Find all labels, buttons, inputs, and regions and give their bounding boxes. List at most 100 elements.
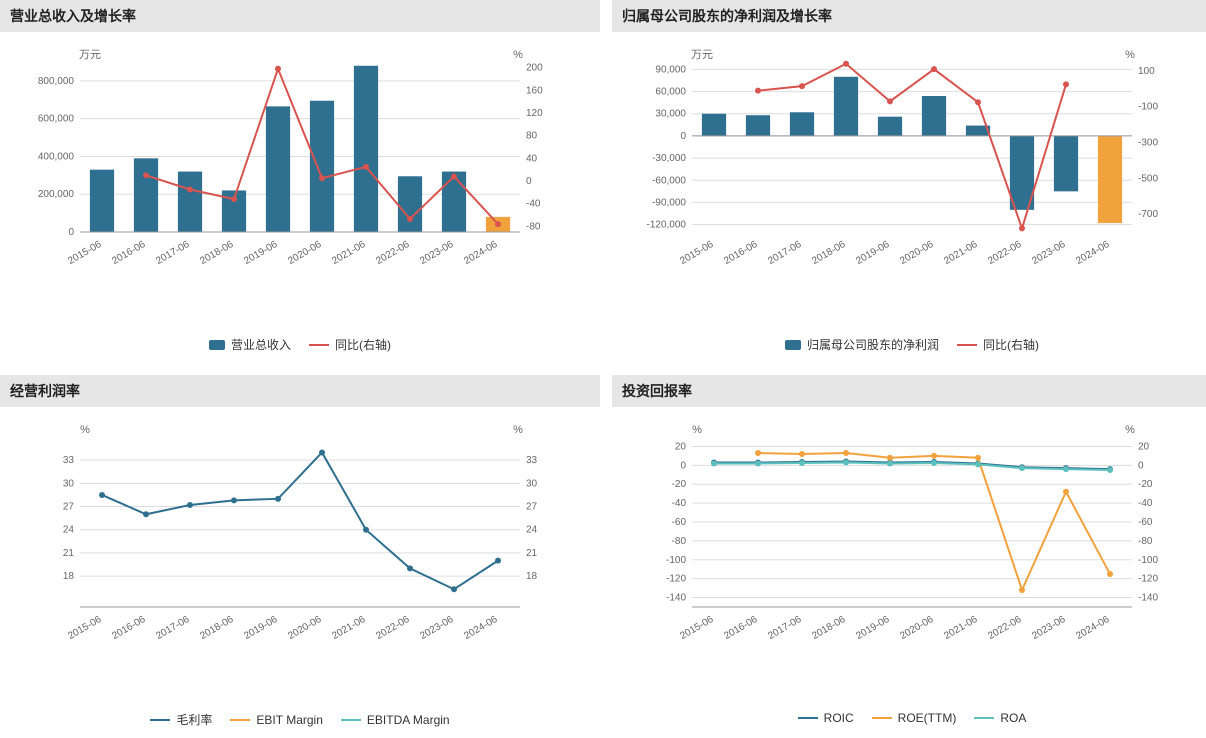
legend-revenue-line-label: 同比(右轴) xyxy=(335,336,391,353)
legend-returns-0-label: ROIC xyxy=(824,711,854,725)
svg-text:200,000: 200,000 xyxy=(38,189,75,200)
netprofit-chart: -120,000-90,000-60,000-30,000030,00060,0… xyxy=(612,32,1206,332)
svg-text:2019-06: 2019-06 xyxy=(242,614,280,642)
svg-text:21: 21 xyxy=(63,548,75,559)
swatch-bar-icon xyxy=(785,340,801,350)
svg-text:2015-06: 2015-06 xyxy=(66,239,104,267)
svg-text:-40: -40 xyxy=(526,199,541,210)
svg-text:-140: -140 xyxy=(666,593,686,604)
svg-text:24: 24 xyxy=(63,525,75,536)
svg-text:%: % xyxy=(1125,49,1135,61)
svg-text:2018-06: 2018-06 xyxy=(198,239,236,267)
legend-returns-2: ROA xyxy=(974,711,1026,725)
swatch-line-icon xyxy=(872,717,892,719)
svg-text:21: 21 xyxy=(526,548,538,559)
svg-text:2022-06: 2022-06 xyxy=(986,614,1024,642)
svg-text:2015-06: 2015-06 xyxy=(66,614,104,642)
svg-text:60,000: 60,000 xyxy=(655,87,686,98)
legend-margins-0-label: 毛利率 xyxy=(176,711,212,728)
panel-netprofit: 归属母公司股东的净利润及增长率 -120,000 -90,000 -60,000 -3… xyxy=(612,0,1206,363)
svg-text:27: 27 xyxy=(63,502,75,513)
panel-revenue: 营业总收入及增长率 0200,000400,000600,000800,000-… xyxy=(0,0,600,363)
svg-text:-30,000: -30,000 xyxy=(652,153,686,164)
svg-text:30: 30 xyxy=(526,478,538,489)
svg-text:2024-06: 2024-06 xyxy=(462,239,500,267)
svg-text:2023-06: 2023-06 xyxy=(418,614,456,642)
svg-text:90,000: 90,000 xyxy=(655,64,686,75)
svg-text:2021-06: 2021-06 xyxy=(942,239,980,267)
svg-text:40: 40 xyxy=(526,153,538,164)
svg-text:2021-06: 2021-06 xyxy=(330,614,368,642)
svg-text:2016-06: 2016-06 xyxy=(722,614,760,642)
margins-legend: 毛利率 EBIT Margin EBITDA Margin xyxy=(0,707,600,738)
legend-returns-0: ROIC xyxy=(798,711,854,725)
svg-text:2021-06: 2021-06 xyxy=(942,614,980,642)
svg-text:-60,000: -60,000 xyxy=(652,175,686,186)
svg-text:-100: -100 xyxy=(666,555,686,566)
svg-text:-90,000: -90,000 xyxy=(652,197,686,208)
revenue-legend: 营业总收入 同比(右轴) xyxy=(0,332,600,363)
legend-margins-0: 毛利率 xyxy=(150,711,212,728)
legend-netprofit-line: 同比(右轴) xyxy=(957,336,1039,353)
svg-text:-60: -60 xyxy=(1138,517,1153,528)
svg-text:0: 0 xyxy=(526,176,532,187)
svg-text:600,000: 600,000 xyxy=(38,114,75,125)
svg-text:2024-06: 2024-06 xyxy=(1074,614,1112,642)
svg-text:33: 33 xyxy=(526,455,538,466)
svg-text:万元: 万元 xyxy=(691,49,713,61)
svg-text:20: 20 xyxy=(675,441,687,452)
swatch-line-icon xyxy=(974,717,994,719)
svg-text:-80: -80 xyxy=(672,536,687,547)
svg-text:-20: -20 xyxy=(1138,479,1153,490)
returns-chart: -140-120-100-80-60-40-20020-140-120-100-… xyxy=(612,407,1206,707)
svg-text:200: 200 xyxy=(526,63,543,74)
svg-text:2020-06: 2020-06 xyxy=(286,614,324,642)
svg-text:-300: -300 xyxy=(1138,138,1158,149)
legend-returns-1: ROE(TTM) xyxy=(872,711,957,725)
svg-text:2017-06: 2017-06 xyxy=(766,239,804,267)
svg-text:2018-06: 2018-06 xyxy=(810,239,848,267)
svg-text:2017-06: 2017-06 xyxy=(154,614,192,642)
svg-text:33: 33 xyxy=(63,455,75,466)
svg-text:100: 100 xyxy=(1138,66,1155,77)
svg-text:400,000: 400,000 xyxy=(38,151,75,162)
legend-margins-1: EBIT Margin xyxy=(230,711,322,728)
legend-returns-1-label: ROE(TTM) xyxy=(898,711,957,725)
panel-netprofit-title: 归属母公司股东的净利润及增长率 xyxy=(612,0,1206,32)
svg-text:18: 18 xyxy=(63,571,75,582)
legend-revenue-bars-label: 营业总收入 xyxy=(231,336,291,353)
svg-text:2016-06: 2016-06 xyxy=(110,614,148,642)
svg-text:-500: -500 xyxy=(1138,173,1158,184)
svg-text:2017-06: 2017-06 xyxy=(766,614,804,642)
svg-text:120: 120 xyxy=(526,108,543,119)
swatch-line-icon xyxy=(957,344,977,346)
svg-text:2022-06: 2022-06 xyxy=(374,239,412,267)
svg-text:-140: -140 xyxy=(1138,593,1158,604)
svg-text:2023-06: 2023-06 xyxy=(1030,239,1068,267)
svg-text:-80: -80 xyxy=(526,221,541,232)
svg-text:0: 0 xyxy=(680,460,686,471)
svg-text:-700: -700 xyxy=(1138,209,1158,220)
svg-text:%: % xyxy=(692,424,702,436)
swatch-line-icon xyxy=(341,719,361,721)
legend-margins-2-label: EBITDA Margin xyxy=(367,713,450,727)
panel-margins-title: 经营利润率 xyxy=(0,375,600,407)
swatch-bar-icon xyxy=(209,340,225,350)
svg-text:2016-06: 2016-06 xyxy=(110,239,148,267)
svg-text:-120,000: -120,000 xyxy=(647,220,687,231)
svg-text:2021-06: 2021-06 xyxy=(330,239,368,267)
svg-text:80: 80 xyxy=(526,131,538,142)
svg-text:万元: 万元 xyxy=(79,49,101,61)
svg-text:%: % xyxy=(513,424,523,436)
svg-text:%: % xyxy=(513,49,523,61)
svg-text:-40: -40 xyxy=(1138,498,1153,509)
svg-text:%: % xyxy=(1125,424,1135,436)
panel-margins: 经营利润率 182124273033182124273033%%2015-062… xyxy=(0,375,600,738)
svg-text:30,000: 30,000 xyxy=(655,109,686,120)
returns-legend: ROIC ROE(TTM) ROA xyxy=(612,707,1206,735)
svg-text:18: 18 xyxy=(526,571,538,582)
svg-text:2019-06: 2019-06 xyxy=(242,239,280,267)
svg-text:20: 20 xyxy=(1138,441,1150,452)
svg-text:-60: -60 xyxy=(672,517,687,528)
legend-margins-1-label: EBIT Margin xyxy=(256,713,322,727)
